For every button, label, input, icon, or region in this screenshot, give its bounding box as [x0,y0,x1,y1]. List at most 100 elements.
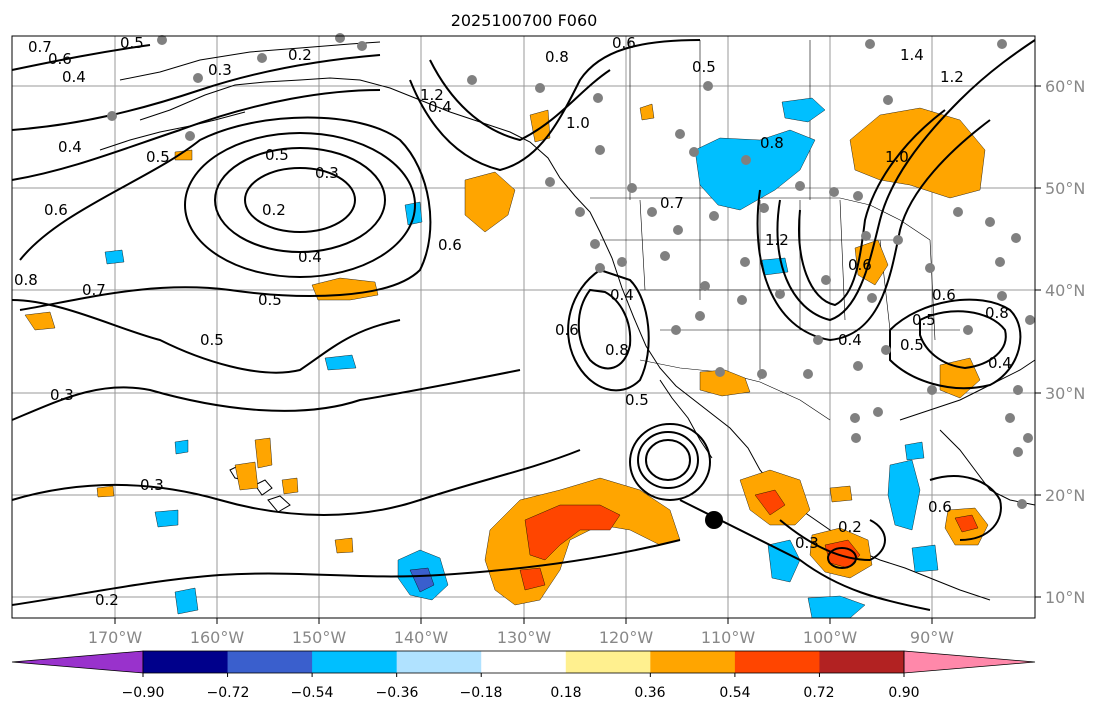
shade-mexico-small [829,485,853,503]
contour-label: 0.4 [58,138,82,156]
station-marker [467,75,477,85]
lon-label: 140°W [394,628,449,647]
station-marker [593,93,603,103]
shade-pacific-south-core [409,567,435,593]
contour-baja-1 [567,268,650,392]
west-coast [139,77,991,601]
shade-hawaii-1 [254,437,273,469]
station-marker [775,289,785,299]
contour-label: 0.5 [120,34,144,52]
station-marker [1013,385,1023,395]
lat-label: 20°N [1045,486,1085,505]
shade-northeast-pacific [311,277,379,301]
station-marker [873,407,883,417]
contour-mid-1 [11,299,401,374]
colorbar-tick-label: 0.18 [550,685,581,701]
shade-west-2 [154,509,179,528]
colorbar-tick-label: 0.36 [634,685,665,701]
station-marker [703,81,713,91]
station-markers [107,33,1035,509]
contour-trough-2 [798,109,946,307]
station-marker [157,35,167,45]
station-marker [865,39,875,49]
contour-label: 0.6 [932,286,956,304]
station-marker [995,257,1005,267]
station-marker [757,369,767,379]
shade-canada-north [781,97,826,123]
shade-tropical-pacific-core-2 [519,567,546,591]
axis-tick-marks [114,85,1041,624]
contour-label: 0.6 [48,50,72,68]
colorbar-segment [227,651,313,673]
lon-label: 90°W [910,628,954,647]
contour-label: 1.2 [940,68,964,86]
station-marker [627,183,637,193]
station-marker [673,225,683,235]
shade-west-small [96,485,115,498]
station-marker [257,53,267,63]
station-marker [927,385,937,395]
shade-hawaii-3 [281,477,299,495]
station-marker [575,207,585,217]
contour-label: 0.3 [140,476,164,494]
station-marker [883,95,893,105]
contour-label: 0.6 [928,498,952,516]
shade-hawaii-2 [234,461,259,491]
contour-south-mex-center [827,547,857,569]
shade-pacific-mid [324,354,357,371]
lon-label: 120°W [599,628,654,647]
station-marker [829,187,839,197]
station-marker [1017,499,1027,509]
contour-label: 0.8 [985,304,1009,322]
contour-label: 1.0 [885,148,909,166]
colorbar-tick-label: −0.36 [376,685,419,701]
station-marker [737,295,747,305]
contour-label: 0.8 [760,134,784,152]
gulf-coast [899,359,1036,421]
contour-label: 0.8 [545,48,569,66]
station-marker [660,251,670,261]
station-marker [545,177,555,187]
shade-central-small [334,537,354,554]
contour-label: 0.7 [660,194,684,212]
contour-south-mex [779,519,886,562]
contour-north-3 [11,44,151,71]
colorbar-segment [819,651,905,673]
colorbar-segment [312,651,398,673]
map-panel: 0.7 0.6 0.4 0.3 0.5 0.2 0.4 0.5 0.6 0.8 … [11,33,1085,647]
contour-label: 1.0 [566,114,590,132]
contour-label: 0.5 [146,148,170,166]
station-marker [759,203,769,213]
station-marker [925,263,935,273]
colorbar-segment [143,651,229,673]
contour-low-3 [19,116,432,311]
shade-central-america-core [954,514,979,533]
station-marker [881,345,891,355]
colorbar-outline [142,650,905,674]
contour-lines [11,39,1036,611]
lat-label: 50°N [1045,179,1085,198]
lat-label: 40°N [1045,281,1085,300]
contour-label: 0.4 [428,98,452,116]
aleutian-chain [99,111,246,151]
contour-label: 0.3 [795,534,819,552]
contour-label: 0.5 [900,336,924,354]
colorbar-tick-label: 0.72 [803,685,834,701]
shading-negative [104,97,939,619]
colorbar-tick-label: −0.72 [207,685,250,701]
colorbar-segment [565,651,651,673]
station-marker [997,39,1007,49]
station-marker [357,41,367,51]
station-marker [1023,433,1033,443]
contour-east-2 [919,310,1007,370]
lon-label: 160°W [190,628,245,647]
contour-label: 0.4 [988,354,1012,372]
station-marker [867,293,877,303]
station-marker [689,147,699,157]
contour-label: 0.5 [200,331,224,349]
station-marker [335,33,345,43]
lon-label: 170°W [88,628,143,647]
shade-central-america-neg [911,544,939,573]
hawaii-island-2 [254,479,273,496]
contour-label: 0.7 [82,281,106,299]
